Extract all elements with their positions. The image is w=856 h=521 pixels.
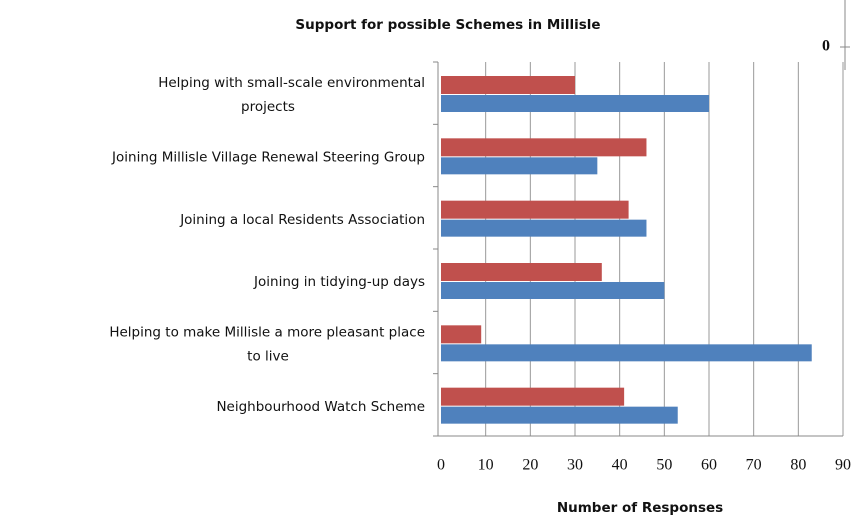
x-tick-label: 50	[656, 457, 672, 474]
y-tick-label: Helping with small-scale environmental pr…	[158, 75, 425, 115]
bar	[441, 406, 678, 424]
x-tick-label: 70	[746, 457, 762, 474]
bar	[441, 95, 709, 112]
x-tick-label: 40	[612, 457, 628, 474]
bar	[441, 219, 647, 237]
bar	[441, 263, 602, 281]
bar	[441, 157, 598, 175]
x-tick-label: 30	[567, 457, 583, 474]
chart-title: Support for possible Schemes in Millisle	[295, 17, 600, 33]
x-tick-label: 90	[835, 457, 851, 474]
y-tick-label: Helping to make Millisle a more pleasant…	[109, 325, 425, 365]
bar	[441, 138, 647, 157]
bar	[441, 387, 625, 406]
bar	[441, 200, 629, 219]
bar	[441, 344, 812, 362]
bar	[441, 325, 482, 344]
bar	[441, 282, 665, 299]
bar	[441, 76, 575, 94]
x-tick-label: 20	[522, 457, 538, 474]
y-tick-label: Neighbourhood Watch Scheme	[216, 399, 425, 415]
x-tick-label: 60	[701, 457, 717, 474]
cropped-tick-label: 0	[822, 38, 830, 55]
x-tick-label: 10	[478, 457, 494, 474]
y-tick-label: Joining Millisle Village Renewal Steerin…	[111, 150, 425, 166]
y-tick-label: Joining in tidying-up days	[253, 274, 425, 290]
y-tick-label: Joining a local Residents Association	[179, 212, 425, 228]
x-tick-label: 0	[437, 457, 445, 474]
x-tick-label: 80	[790, 457, 806, 474]
x-axis-label: Number of Responses	[557, 500, 723, 516]
